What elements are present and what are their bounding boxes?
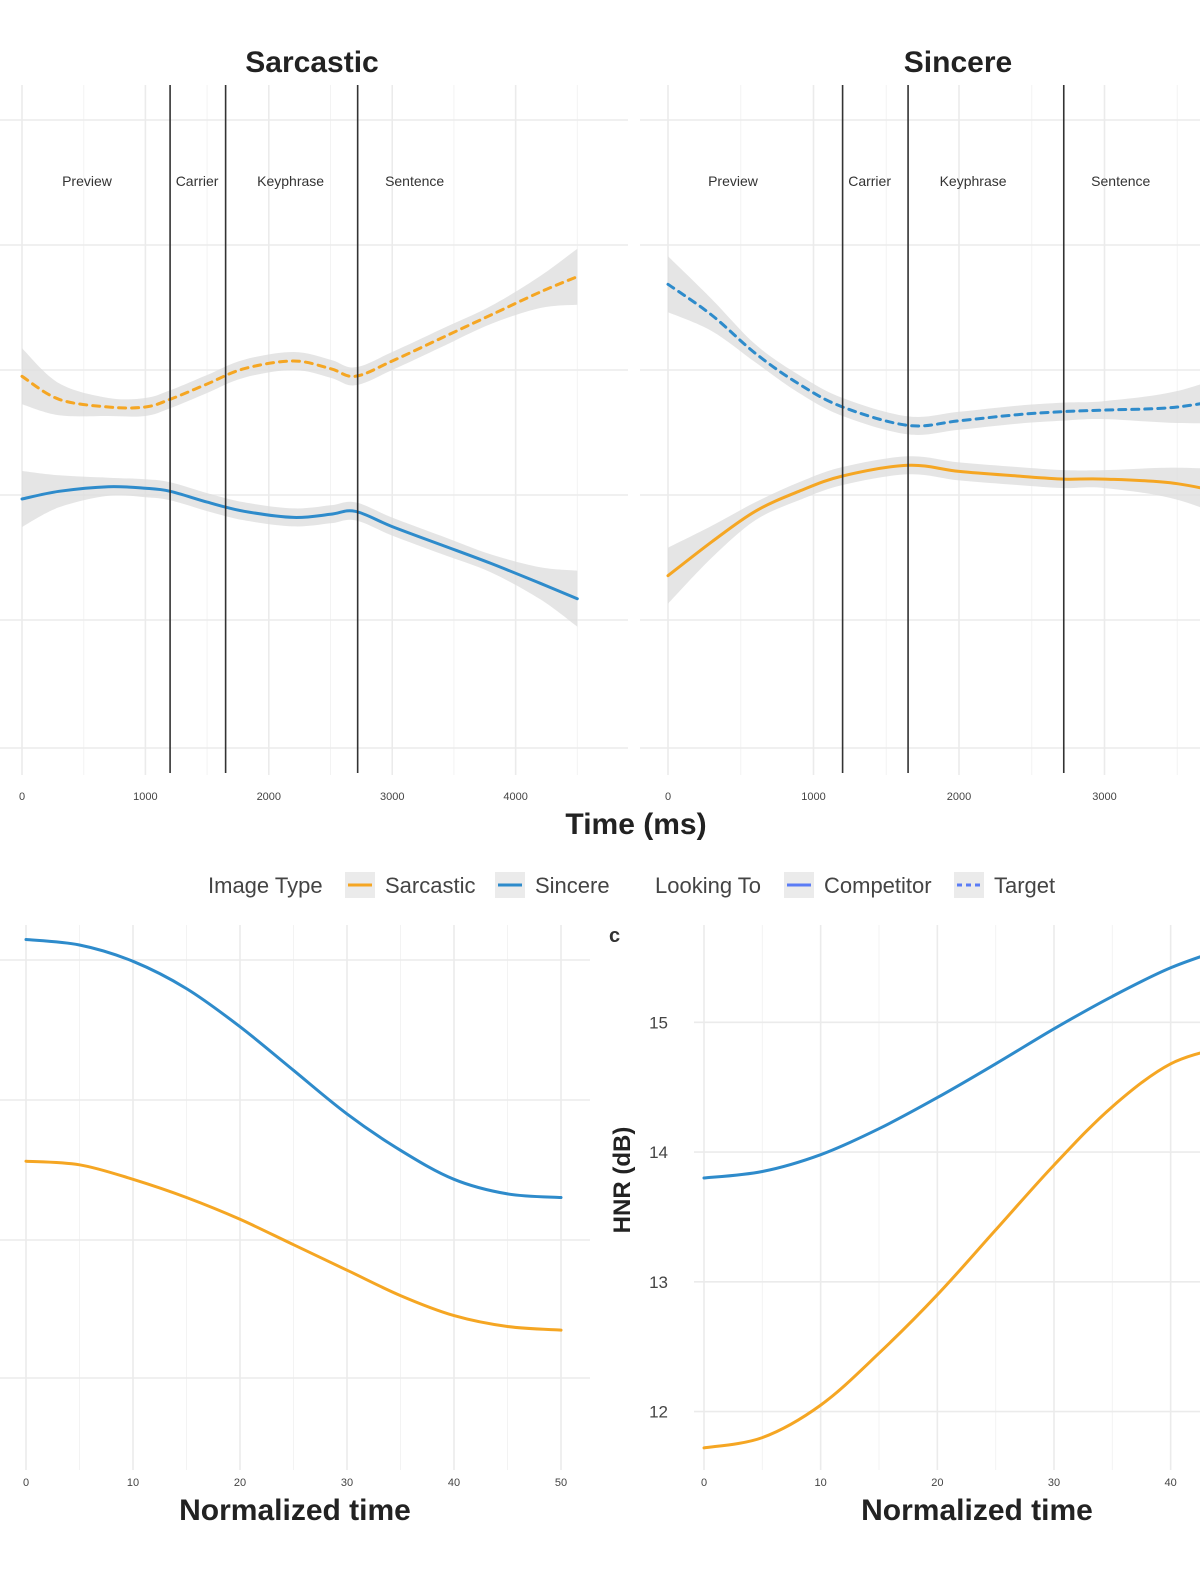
x-tick-label: 30 (1048, 1477, 1060, 1489)
x-axis-title: Normalized time (861, 1494, 1093, 1527)
confidence-ribbon-sincere (22, 471, 578, 627)
legend-label-sincere: Sincere (535, 873, 610, 898)
x-tick-label: 2000 (947, 791, 971, 803)
phase-label-sentence: Sentence (1091, 173, 1150, 189)
x-axis-title: Normalized time (179, 1494, 411, 1527)
series-line-sincere-solid (20, 485, 579, 601)
legend-title-image-type: Image Type (208, 873, 323, 898)
phase-label-keyphrase: Keyphrase (940, 173, 1007, 189)
confidence-ribbon-sincere (668, 256, 1200, 435)
x-tick-label: 10 (815, 1477, 827, 1489)
x-tick-label: 2000 (257, 791, 281, 803)
ribbon-layer (22, 248, 1200, 627)
x-tick-label: 3000 (1092, 791, 1116, 803)
x-tick-label: 1000 (133, 791, 157, 803)
x-tick-label: 4000 (503, 791, 527, 803)
series-line-sarcastic (24, 1159, 563, 1332)
series-line-sincere (702, 955, 1200, 1180)
legend-label-target: Target (994, 873, 1055, 898)
y-axis-title: HNR (dB) (609, 1127, 636, 1234)
phase-label-carrier: Carrier (848, 173, 891, 189)
phase-label-carrier: Carrier (176, 173, 219, 189)
series-line-sarcastic (702, 1051, 1200, 1450)
series-line-sarcastic-dashed (20, 275, 579, 410)
x-tick-label: 30 (341, 1477, 353, 1489)
phase-label-keyphrase: Keyphrase (257, 173, 324, 189)
y-tick-label: 12 (649, 1403, 668, 1422)
y-tick-label: 15 (649, 1013, 668, 1032)
x-tick-label: 1000 (801, 791, 825, 803)
series-line-sincere (24, 938, 563, 1199)
phase-label-preview: Preview (708, 173, 759, 189)
panel-title-sarcastic: Sarcastic (245, 46, 378, 79)
x-tick-label: 10 (127, 1477, 139, 1489)
legend-label-competitor: Competitor (824, 873, 932, 898)
x-tick-label: 40 (1165, 1477, 1177, 1489)
grid-layer (0, 85, 1200, 1470)
x-tick-label: 40 (448, 1477, 460, 1489)
divider-layer (169, 85, 1065, 773)
y-tick-label: 13 (649, 1273, 668, 1292)
x-tick-label: 20 (234, 1477, 246, 1489)
series-line-sarcastic-solid (666, 463, 1200, 578)
x-axis-title-shared: Time (ms) (565, 808, 706, 841)
x-tick-label: 0 (665, 791, 671, 803)
confidence-ribbon-sarcastic (22, 248, 578, 417)
phase-label-sentence: Sentence (385, 173, 444, 189)
legend-label-sarcastic: Sarcastic (385, 873, 475, 898)
confidence-ribbon-sarcastic (668, 456, 1200, 604)
x-tick-label: 0 (19, 791, 25, 803)
legend-title-looking-to: Looking To (655, 873, 761, 898)
panel-label: c (609, 925, 620, 947)
x-tick-label: 0 (23, 1477, 29, 1489)
phase-label-preview: Preview (62, 173, 113, 189)
x-tick-label: 0 (701, 1477, 707, 1489)
panel-title-sincere: Sincere (904, 46, 1012, 79)
line-layer (20, 275, 1200, 1450)
x-tick-label: 20 (931, 1477, 943, 1489)
y-tick-label: 14 (649, 1143, 668, 1162)
x-tick-label: 3000 (380, 791, 404, 803)
x-tick-label: 50 (555, 1477, 567, 1489)
series-line-sincere-dashed (666, 282, 1200, 428)
legend: Image Type Sarcastic Sincere Looking To … (208, 872, 1055, 898)
